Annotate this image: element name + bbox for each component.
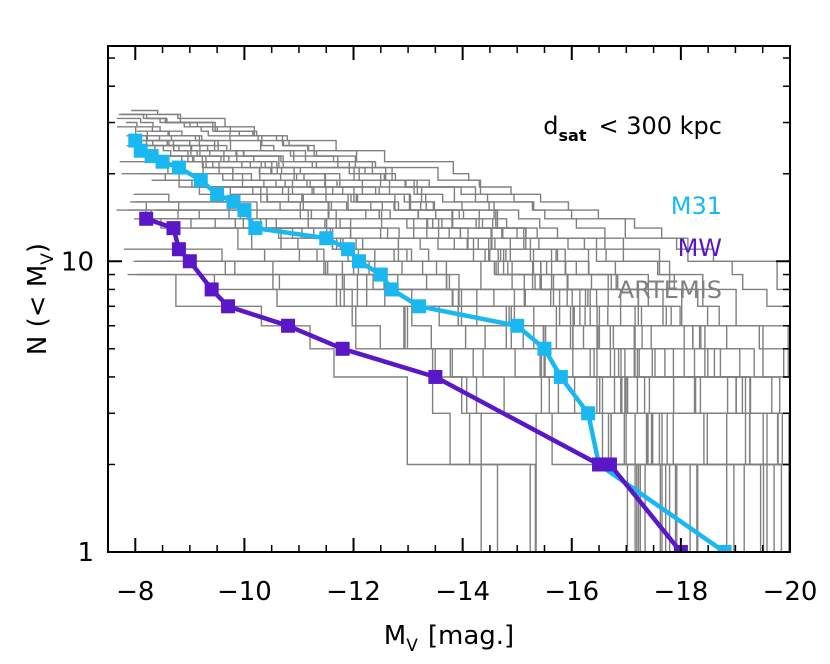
marker-m31 bbox=[581, 406, 596, 421]
axis-ticks bbox=[107, 46, 791, 553]
artemis-line bbox=[116, 117, 620, 552]
series-line-m31 bbox=[133, 139, 726, 552]
observed-series bbox=[128, 133, 732, 552]
marker-m31 bbox=[133, 143, 148, 158]
y-axis-title-rest: ) bbox=[23, 243, 53, 253]
artemis-line bbox=[121, 173, 603, 552]
marker-m31 bbox=[319, 231, 334, 246]
marker-m31 bbox=[341, 242, 356, 257]
marker-m31 bbox=[553, 369, 568, 384]
y-axis-title-main: N (< M bbox=[23, 265, 53, 355]
marker-mw bbox=[428, 369, 443, 384]
artemis-line bbox=[137, 260, 790, 552]
marker-mw bbox=[335, 341, 350, 356]
annotation-sub: sat bbox=[559, 126, 587, 145]
marker-m31 bbox=[411, 299, 426, 314]
artemis-line bbox=[133, 193, 712, 552]
artemis-lines bbox=[116, 109, 790, 552]
marker-mw bbox=[204, 282, 219, 297]
artemis-line bbox=[146, 117, 790, 291]
legend-m31: M31 bbox=[671, 192, 722, 220]
x-tick-label: −18 bbox=[653, 577, 708, 607]
legend-mw: MW bbox=[678, 234, 722, 262]
annotation-rest: < 300 kpc bbox=[598, 112, 722, 140]
marker-m31 bbox=[248, 221, 263, 236]
artemis-line bbox=[156, 209, 790, 466]
marker-m31 bbox=[351, 254, 366, 269]
artemis-line bbox=[149, 117, 735, 552]
marker-mw bbox=[166, 221, 181, 236]
x-tick-label: −16 bbox=[544, 577, 599, 607]
marker-m31 bbox=[537, 341, 552, 356]
x-tick-label: −10 bbox=[217, 577, 272, 607]
marker-m31 bbox=[144, 149, 159, 164]
artemis-line bbox=[129, 135, 790, 378]
x-tick-label: −12 bbox=[326, 577, 381, 607]
marker-m31 bbox=[193, 173, 208, 188]
marker-mw bbox=[171, 242, 186, 257]
marker-mw bbox=[182, 254, 197, 269]
artemis-line bbox=[125, 121, 790, 552]
series-line-mw bbox=[145, 216, 683, 552]
artemis-line bbox=[126, 144, 790, 466]
y-axis-title-sub: V bbox=[38, 253, 58, 265]
marker-m31 bbox=[210, 187, 225, 202]
artemis-line bbox=[116, 209, 757, 552]
marker-m31 bbox=[237, 203, 252, 218]
x-axis-title-sub: V bbox=[406, 636, 418, 656]
artemis-line bbox=[129, 135, 782, 552]
axis-tick-labels: −8 −10 −12 −14 −16 −18 −20 1 10 bbox=[61, 247, 818, 607]
distance-annotation: dsat < 300 kpc bbox=[543, 112, 722, 145]
marker-mw bbox=[602, 457, 617, 472]
marker-mw bbox=[281, 318, 296, 333]
marker-m31 bbox=[717, 545, 732, 552]
marker-mw bbox=[221, 299, 236, 314]
marker-mw bbox=[592, 457, 607, 472]
artemis-line bbox=[133, 260, 709, 552]
marker-m31 bbox=[226, 194, 241, 209]
marker-m31 bbox=[384, 282, 399, 297]
x-tick-label: −20 bbox=[763, 577, 818, 607]
marker-m31 bbox=[373, 267, 388, 282]
y-axis-title: N (< MV) bbox=[23, 243, 58, 355]
y-tick-label: 10 bbox=[61, 247, 94, 277]
x-axis-title-main: M bbox=[384, 621, 406, 651]
legend-artemis: ARTEMIS bbox=[618, 276, 722, 304]
annotation-main: d bbox=[543, 112, 558, 140]
marker-m31 bbox=[171, 160, 186, 175]
plot-frame bbox=[107, 45, 791, 553]
x-axis-title: MV [mag.] bbox=[384, 621, 514, 656]
marker-m31 bbox=[155, 154, 170, 169]
marker-m31 bbox=[510, 318, 525, 333]
y-tick-label: 1 bbox=[77, 538, 94, 568]
x-axis-title-rest: [mag.] bbox=[428, 621, 514, 651]
marker-mw bbox=[139, 211, 154, 226]
artemis-line bbox=[136, 273, 631, 552]
x-tick-label: −8 bbox=[116, 577, 154, 607]
x-tick-label: −14 bbox=[435, 577, 490, 607]
